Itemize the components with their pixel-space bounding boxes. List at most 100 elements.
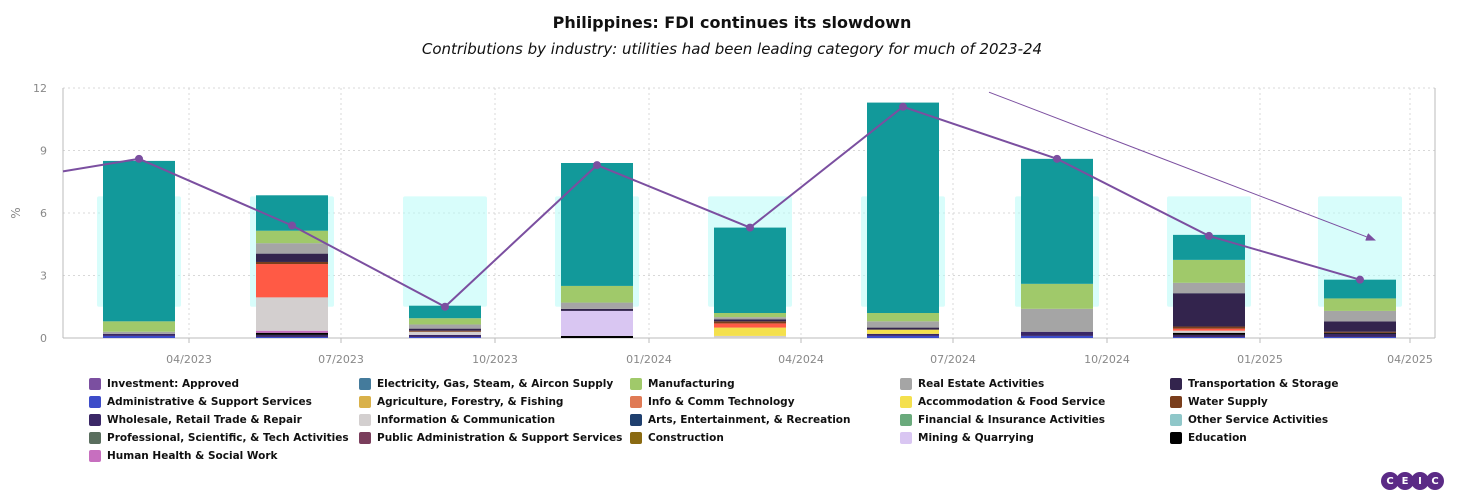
legend-label: Financial & Insurance Activities [918,414,1106,426]
bar-segment [1021,335,1093,338]
legend-label: Water Supply [1188,396,1268,408]
bar-segment [103,335,175,338]
legend-swatch [1170,378,1182,390]
bar-segment [1173,336,1245,338]
total-line-point [288,221,296,230]
legend-item[interactable]: Arts, Entertainment, & Recreation [630,413,851,427]
legend-item[interactable]: Other Service Activities [1170,413,1328,427]
bar-highlight [403,196,487,307]
bar-segment [256,253,328,262]
bar-segment [1324,333,1396,337]
legend-label: Investment: Approved [107,378,240,390]
bar-segment [561,285,633,303]
legend-item[interactable]: Human Health & Social Work [89,449,278,463]
bar-segment [256,330,328,333]
x-tick-label: 10/2024 [1084,353,1130,366]
legend-item[interactable]: Investment: Approved [89,377,239,391]
legend-item[interactable]: Manufacturing [630,377,735,391]
legend-item[interactable]: Accommodation & Food Service [900,395,1105,409]
y-tick-label: 6 [40,207,47,220]
legend-item[interactable]: Wholesale, Retail Trade & Repair [89,413,302,427]
bar-segment [867,335,939,338]
total-line-point [899,102,907,111]
legend-swatch [89,432,101,444]
bar-segment [103,331,175,334]
total-line-point [746,223,754,232]
legend-item[interactable]: Financial & Insurance Activities [900,413,1105,427]
chart-subtitle: Contributions by industry: utilities had… [421,40,1043,58]
bar-segment [561,310,633,336]
legend-label: Other Service Activities [1188,414,1329,426]
y-tick-label: 3 [40,270,47,283]
bar-segment [714,227,786,313]
legend-swatch [89,378,101,390]
legend-label: Mining & Quarrying [918,432,1034,444]
bar-segment [1324,310,1396,322]
legend-swatch [89,396,101,408]
legend-swatch [1170,414,1182,426]
bar-segment [1173,334,1245,337]
bar-segment [714,321,786,324]
legend-swatch [359,378,371,390]
legend-label: Arts, Entertainment, & Recreation [648,414,851,426]
legend-item[interactable]: Transportation & Storage [1170,377,1338,391]
bar-segment [409,331,481,335]
x-tick-label: 01/2024 [626,353,672,366]
legend-item[interactable]: Mining & Quarrying [900,431,1034,445]
legend-swatch [1170,396,1182,408]
legend-item[interactable]: Info & Comm Technology [630,395,795,409]
legend-label: Electricity, Gas, Steam, & Aircon Supply [377,378,614,390]
legend-label: Wholesale, Retail Trade & Repair [107,414,302,426]
bar-segment [256,243,328,254]
bar-segment [103,333,175,336]
bar-segment [256,297,328,331]
bar-segment [103,321,175,332]
bar-segment [409,305,481,319]
legend-item[interactable]: Administrative & Support Services [89,395,312,409]
bar-segment [714,323,786,328]
bar-segment [714,335,786,338]
bar-segment [256,332,328,335]
bar-segment [1021,331,1093,336]
legend-swatch [89,414,101,426]
legend-item[interactable]: Agriculture, Forestry, & Fishing [359,395,563,409]
bar-highlight [1318,196,1402,307]
y-tick-label: 12 [33,82,47,95]
legend-swatch [900,396,912,408]
y-tick-label: 9 [40,145,47,158]
logo-letter: C [1381,472,1399,490]
bar-segment [409,330,481,332]
legend-item[interactable]: Real Estate Activities [900,377,1044,391]
legend-label: Agriculture, Forestry, & Fishing [377,396,564,408]
legend-item[interactable]: Water Supply [1170,395,1268,409]
bar-segment [1173,330,1245,333]
legend-item[interactable]: Professional, Scientific, & Tech Activit… [89,431,349,445]
legend-swatch [630,396,642,408]
legend-swatch [359,432,371,444]
legend-swatch [89,450,101,462]
legend-swatch [630,414,642,426]
bar-segment [1324,279,1396,299]
x-tick-label: 10/2023 [472,353,518,366]
legend-swatch [359,396,371,408]
legend-swatch [900,378,912,390]
bar-segment [256,230,328,244]
legend-item[interactable]: Education [1170,431,1247,445]
legend-item[interactable]: Electricity, Gas, Steam, & Aircon Supply [359,377,613,391]
legend-label: Human Health & Social Work [107,450,278,462]
total-line-point [593,161,601,170]
x-tick-label: 04/2024 [778,353,824,366]
legend-item[interactable]: Construction [630,431,724,445]
legend-label: Info & Comm Technology [648,396,795,408]
legend-label: Administrative & Support Services [107,396,312,408]
bar-segment [409,328,481,331]
legend-item[interactable]: Information & Communication [359,413,555,427]
y-tick-label: 0 [40,332,47,345]
total-line [62,105,1361,308]
logo-letter: E [1396,472,1414,490]
bar-segment [1173,282,1245,294]
legend-item[interactable]: Public Administration & Support Services [359,431,622,445]
total-line-point [441,302,449,311]
legend-swatch [359,414,371,426]
